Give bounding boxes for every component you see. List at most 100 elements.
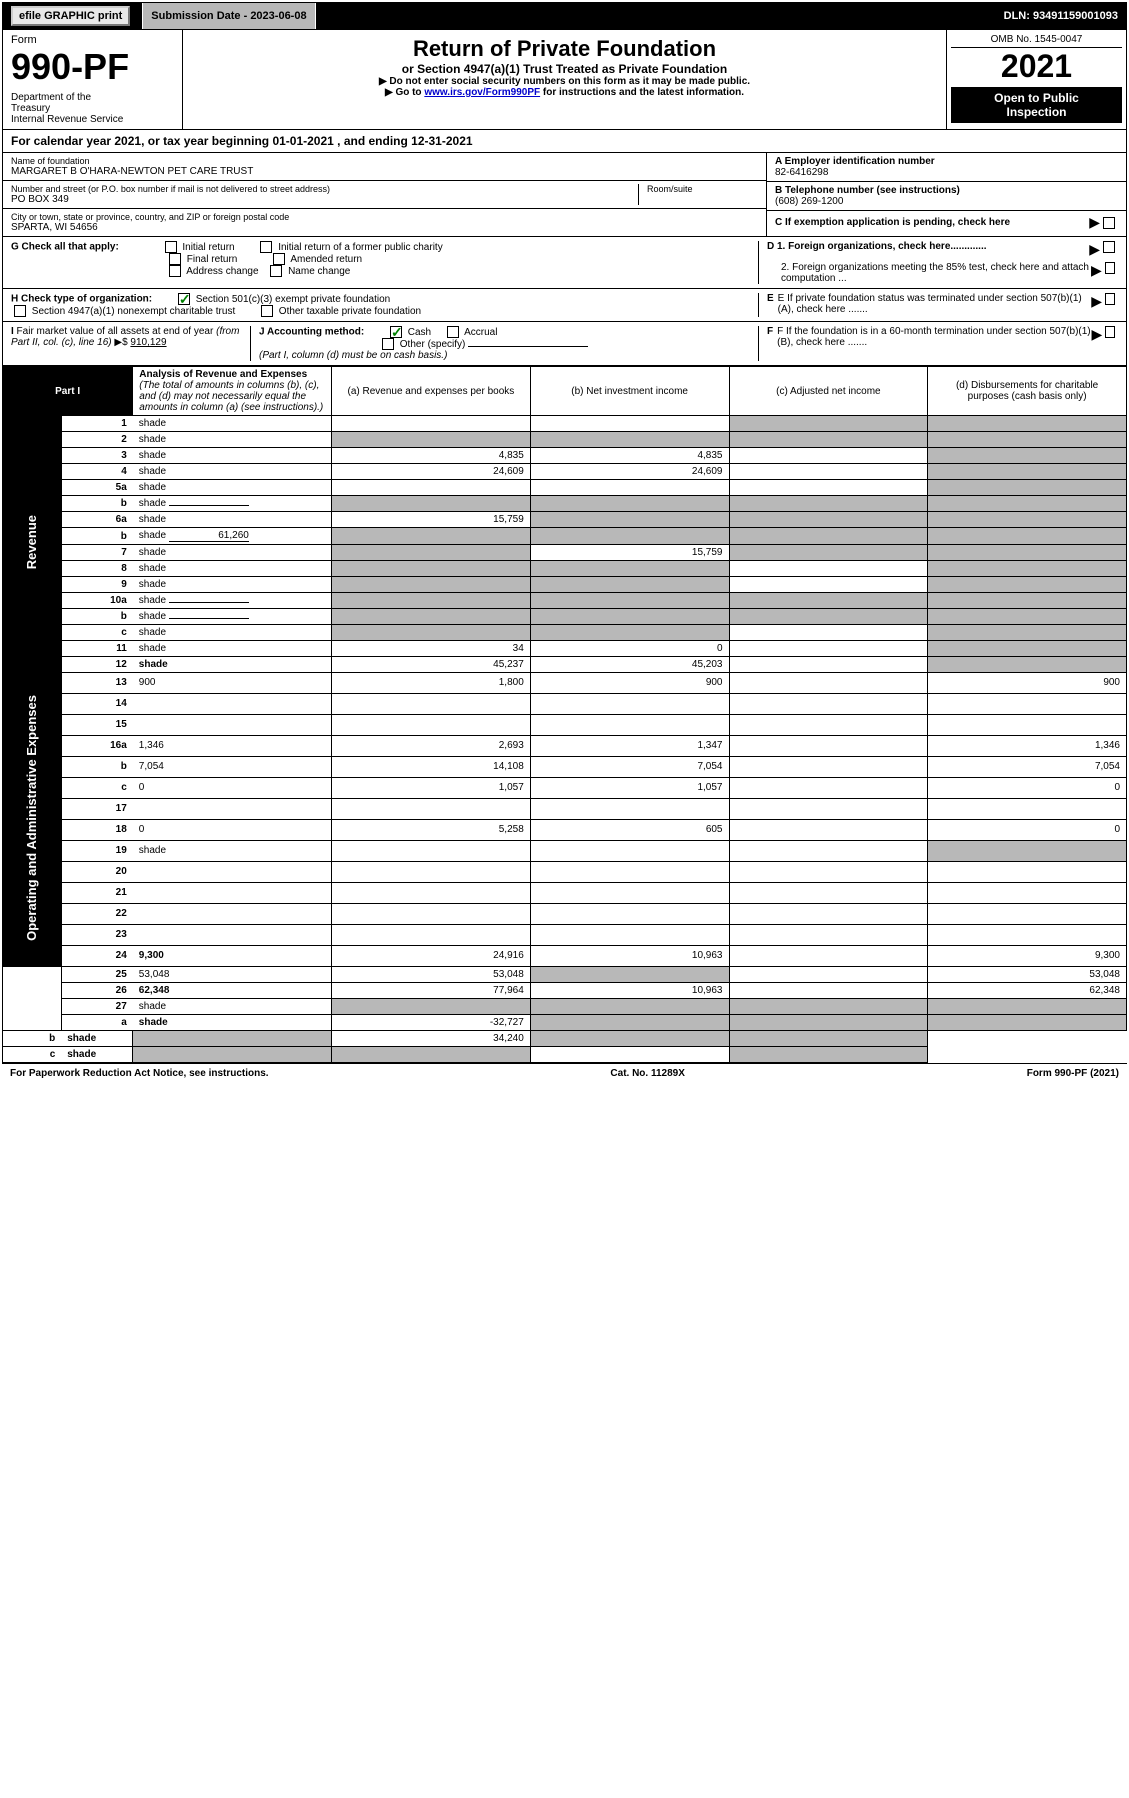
- line-description: 900: [133, 673, 332, 694]
- value-cell: 15,759: [530, 545, 729, 561]
- table-row: 17: [3, 798, 1127, 819]
- g-final-checkbox[interactable]: [169, 253, 181, 265]
- value-cell: [729, 903, 928, 924]
- g-initial-former-checkbox[interactable]: [260, 241, 272, 253]
- value-cell: 7,054: [928, 756, 1127, 777]
- value-cell: 1,346: [928, 735, 1127, 756]
- table-row: cshade: [3, 1046, 1127, 1062]
- value-cell: 34,240: [332, 1030, 531, 1046]
- j-label: J Accounting method:: [259, 327, 364, 338]
- value-cell: [332, 432, 531, 448]
- f-checkbox[interactable]: [1105, 326, 1115, 338]
- value-cell: 900: [928, 673, 1127, 694]
- efile-section: efile GRAPHIC print: [3, 3, 143, 29]
- value-cell: [729, 416, 928, 432]
- form-header: Form 990-PF Department of theTreasuryInt…: [2, 30, 1127, 130]
- value-cell: [332, 528, 531, 545]
- line-number: 21: [61, 882, 133, 903]
- irs-link[interactable]: www.irs.gov/Form990PF: [424, 87, 540, 98]
- d1-checkbox[interactable]: [1103, 241, 1115, 253]
- value-cell: [530, 593, 729, 609]
- phone-cell: B Telephone number (see instructions) (6…: [767, 182, 1126, 211]
- line-number: 4: [61, 464, 133, 480]
- value-cell: [729, 693, 928, 714]
- value-cell: [928, 593, 1127, 609]
- line-number: b: [61, 756, 133, 777]
- efile-button[interactable]: efile GRAPHIC print: [11, 6, 130, 26]
- value-cell: [530, 561, 729, 577]
- value-cell: [928, 561, 1127, 577]
- footer-right: Form 990-PF (2021): [1027, 1068, 1119, 1079]
- c-label: C If exemption application is pending, c…: [775, 217, 1010, 228]
- value-cell: 4,835: [530, 448, 729, 464]
- value-cell: [729, 840, 928, 861]
- value-cell: [332, 416, 531, 432]
- line-number: c: [3, 1046, 62, 1062]
- line-number: 12: [61, 657, 133, 673]
- value-cell: [729, 735, 928, 756]
- line-number: 8: [61, 561, 133, 577]
- h3-text: Other taxable private foundation: [279, 306, 421, 317]
- c-checkbox[interactable]: [1103, 217, 1115, 229]
- table-row: 12shade45,23745,203: [3, 657, 1127, 673]
- j-accrual-checkbox[interactable]: [447, 326, 459, 338]
- value-cell: [729, 448, 928, 464]
- line-description: shade: [133, 512, 332, 528]
- value-cell: [530, 1014, 729, 1030]
- arrow-icon: ▶: [1089, 241, 1100, 258]
- j-cash-checkbox[interactable]: [390, 326, 402, 338]
- col-a-header: (a) Revenue and expenses per books: [332, 367, 531, 416]
- value-cell: 62,348: [928, 982, 1127, 998]
- value-cell: [729, 528, 928, 545]
- tax-year: 2021: [951, 48, 1122, 85]
- value-cell: [332, 561, 531, 577]
- line-description: shade: [133, 625, 332, 641]
- submission-date: Submission Date - 2023-06-08: [143, 3, 315, 29]
- value-cell: [530, 496, 729, 512]
- value-cell: [530, 966, 729, 982]
- value-cell: [928, 432, 1127, 448]
- g-address-checkbox[interactable]: [169, 265, 181, 277]
- line-description: shade: [133, 577, 332, 593]
- value-cell: 900: [530, 673, 729, 694]
- value-cell: [530, 882, 729, 903]
- table-row: 9shade: [3, 577, 1127, 593]
- e-checkbox[interactable]: [1105, 293, 1115, 305]
- phone-label: B Telephone number (see instructions): [775, 185, 1118, 196]
- check-section-he: H Check type of organization: Section 50…: [2, 289, 1127, 322]
- value-cell: [332, 1046, 531, 1062]
- addr-label: Number and street (or P.O. box number if…: [11, 184, 638, 194]
- g-amended-checkbox[interactable]: [273, 253, 285, 265]
- line-number: 24: [61, 945, 133, 966]
- value-cell: [530, 693, 729, 714]
- line-description: [133, 882, 332, 903]
- h3-checkbox[interactable]: [261, 305, 273, 317]
- h2-text: Section 4947(a)(1) nonexempt charitable …: [32, 306, 235, 317]
- value-cell: [332, 577, 531, 593]
- line-number: b: [61, 528, 133, 545]
- value-cell: [729, 798, 928, 819]
- g-opt-0: Initial return: [182, 242, 234, 253]
- blank-side: [3, 966, 62, 1030]
- instr2-pre: ▶ Go to: [385, 87, 424, 98]
- value-cell: [928, 657, 1127, 673]
- instr-2: ▶ Go to www.irs.gov/Form990PF for instru…: [189, 87, 940, 98]
- value-cell: 1,057: [332, 777, 531, 798]
- line-number: 22: [61, 903, 133, 924]
- g-initial-checkbox[interactable]: [165, 241, 177, 253]
- value-cell: [928, 641, 1127, 657]
- line-number: 13: [61, 673, 133, 694]
- d2-label: 2. Foreign organizations meeting the 85%…: [767, 262, 1091, 284]
- value-cell: [530, 840, 729, 861]
- table-row: 2shade: [3, 432, 1127, 448]
- h2-checkbox[interactable]: [14, 305, 26, 317]
- j-other-checkbox[interactable]: [382, 338, 394, 350]
- g-name-checkbox[interactable]: [270, 265, 282, 277]
- h1-checkbox[interactable]: [178, 293, 190, 305]
- table-row: Revenue1shade: [3, 416, 1127, 432]
- value-cell: [928, 609, 1127, 625]
- value-cell: [729, 861, 928, 882]
- value-cell: 34: [332, 641, 531, 657]
- d2-checkbox[interactable]: [1105, 262, 1115, 274]
- col-d-header: (d) Disbursements for charitable purpose…: [928, 367, 1127, 416]
